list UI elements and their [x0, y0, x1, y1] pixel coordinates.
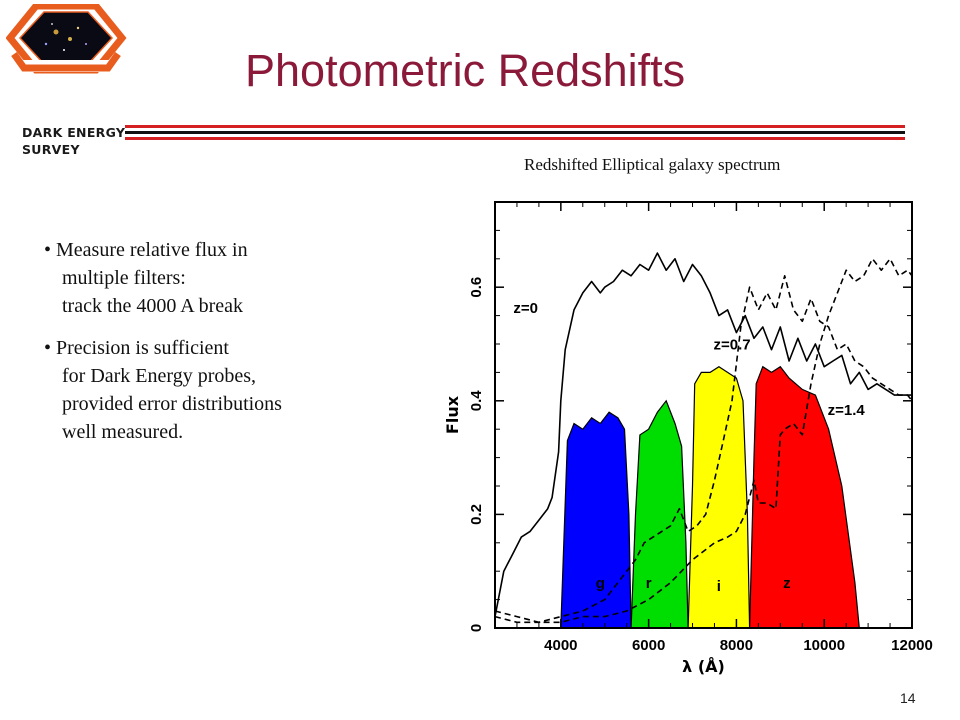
bullet-line: provided error distributions [62, 393, 282, 415]
annotation-label: i [717, 578, 721, 595]
bullet-line: • Precision is sufficient [44, 337, 229, 359]
title-rule-red-bottom [125, 137, 905, 140]
annotation-label: g [596, 575, 605, 592]
annotation-label: z [783, 575, 791, 592]
series-line-z-0-7 [494, 275, 913, 624]
bullet-item: • Precision is sufficient for Dark Energ… [44, 334, 282, 446]
x-tick-label: 8000 [720, 637, 753, 654]
annotation-label: z=0.7 [713, 337, 750, 354]
spectrum-chart: 4000 6000 8000 10000 12000 0 0.2 0.4 0.6 λ (Å) Flu… [443, 201, 933, 676]
filter-band-z [749, 365, 860, 629]
filter-band-r [630, 399, 689, 629]
x-tick-label: 4000 [544, 637, 577, 654]
page-number: 14 [900, 690, 916, 706]
bullet-line: • Measure relative flux in [44, 239, 248, 261]
x-tick-label: 12000 [891, 637, 933, 654]
y-axis-label: Flux [443, 395, 462, 434]
y-tick-label: 0.2 [468, 504, 485, 525]
filter-band-g [560, 411, 632, 629]
logo-frame-lower [11, 51, 121, 72]
annotation-label: z=1.4 [828, 402, 866, 419]
bullet-line: well measured. [62, 421, 184, 443]
bullet-list: • Measure relative flux in multiple filt… [44, 236, 282, 460]
figure-caption: Redshifted Elliptical galaxy spectrum [524, 155, 781, 174]
x-axis-label: λ (Å) [682, 657, 725, 676]
des-logo [6, 4, 130, 74]
y-tick-label: 0.4 [468, 390, 485, 412]
bullet-line: multiple filters: [62, 267, 186, 289]
logo-hexagon [20, 12, 112, 64]
annotation-label: z=0 [513, 300, 538, 317]
filter-band-i [687, 365, 751, 629]
bullet-item: • Measure relative flux in multiple filt… [44, 236, 282, 320]
y-tick-label: 0 [468, 624, 485, 632]
title-rule-black [125, 131, 905, 134]
bullet-line: track the 4000 A break [62, 295, 244, 317]
logo-text: DARK ENERGY SURVEY [22, 124, 125, 158]
y-tick-label: 0.6 [468, 277, 485, 298]
plot-frame [494, 201, 913, 629]
logo-line-2: SURVEY [22, 142, 80, 157]
logo-line-1: DARK ENERGY [22, 125, 126, 140]
x-tick-label: 10000 [803, 637, 845, 654]
slide-title: Photometric Redshifts [245, 45, 686, 96]
x-tick-label: 6000 [632, 637, 665, 654]
annotation-label: r [646, 575, 652, 592]
title-rule-red-top [125, 125, 905, 128]
bullet-line: for Dark Energy probes, [62, 365, 257, 387]
series-line-z-0 [494, 252, 912, 617]
